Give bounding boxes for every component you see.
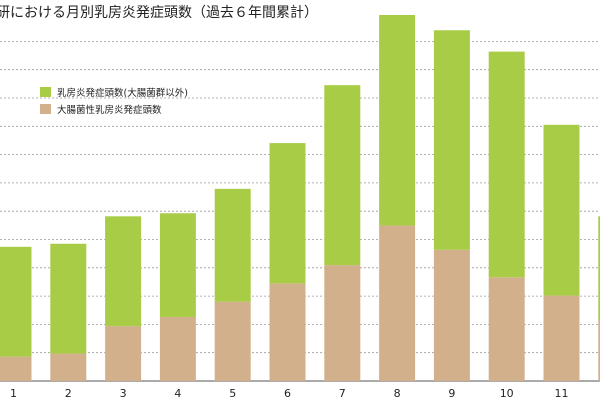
- bar-other-12: [598, 216, 600, 320]
- bar-coliform-11: [543, 295, 580, 381]
- legend: 乳房炎発症頭数(大腸菌群以外) 大腸菌性乳房炎発症頭数: [40, 87, 188, 116]
- x-tick-label: 3: [120, 387, 127, 400]
- x-tick-label: 7: [339, 387, 346, 400]
- x-tick-label: 1: [10, 387, 17, 400]
- bar-coliform-2: [50, 353, 87, 381]
- legend-label-other: 乳房炎発症頭数(大腸菌群以外): [57, 87, 188, 99]
- bar-other-11: [543, 124, 580, 296]
- x-tick-label: 10: [500, 387, 514, 400]
- legend-label-coliform: 大腸菌性乳房炎発症頭数: [57, 104, 162, 116]
- bar-coliform-8: [379, 225, 416, 381]
- x-tick-label: 6: [284, 387, 291, 400]
- bar-coliform-5: [214, 301, 251, 381]
- bar-other-4: [159, 213, 196, 317]
- bar-other-3: [105, 216, 142, 327]
- bar-other-5: [214, 188, 251, 302]
- bar-coliform-3: [105, 326, 142, 381]
- bar-coliform-1: [0, 356, 32, 381]
- chart-title: 研における月別乳房炎発症頭数（過去６年間累計）: [0, 5, 318, 21]
- legend-swatch-coliform: [40, 104, 51, 114]
- x-tick-label: 11: [555, 387, 569, 400]
- bar-other-7: [324, 85, 361, 266]
- x-axis-ticks: 123456789101112: [10, 387, 569, 400]
- bar-coliform-6: [269, 283, 306, 381]
- x-tick-label: 9: [448, 387, 455, 400]
- legend-swatch-other: [40, 87, 51, 97]
- bar-other-2: [50, 243, 87, 354]
- bar-coliform-10: [488, 277, 525, 381]
- bar-other-1: [0, 246, 32, 357]
- bar-coliform-12: [598, 320, 600, 381]
- x-tick-label: 5: [229, 387, 236, 400]
- x-tick-label: 4: [174, 387, 181, 400]
- bar-coliform-4: [159, 316, 196, 381]
- bar-other-8: [379, 15, 416, 226]
- x-tick-label: 2: [65, 387, 72, 400]
- bar-coliform-9: [433, 249, 470, 381]
- bars: [0, 15, 600, 381]
- bar-coliform-7: [324, 265, 361, 381]
- x-tick-label: 8: [394, 387, 401, 400]
- bar-other-10: [488, 51, 525, 278]
- bar-other-9: [433, 30, 470, 250]
- bar-other-6: [269, 143, 306, 284]
